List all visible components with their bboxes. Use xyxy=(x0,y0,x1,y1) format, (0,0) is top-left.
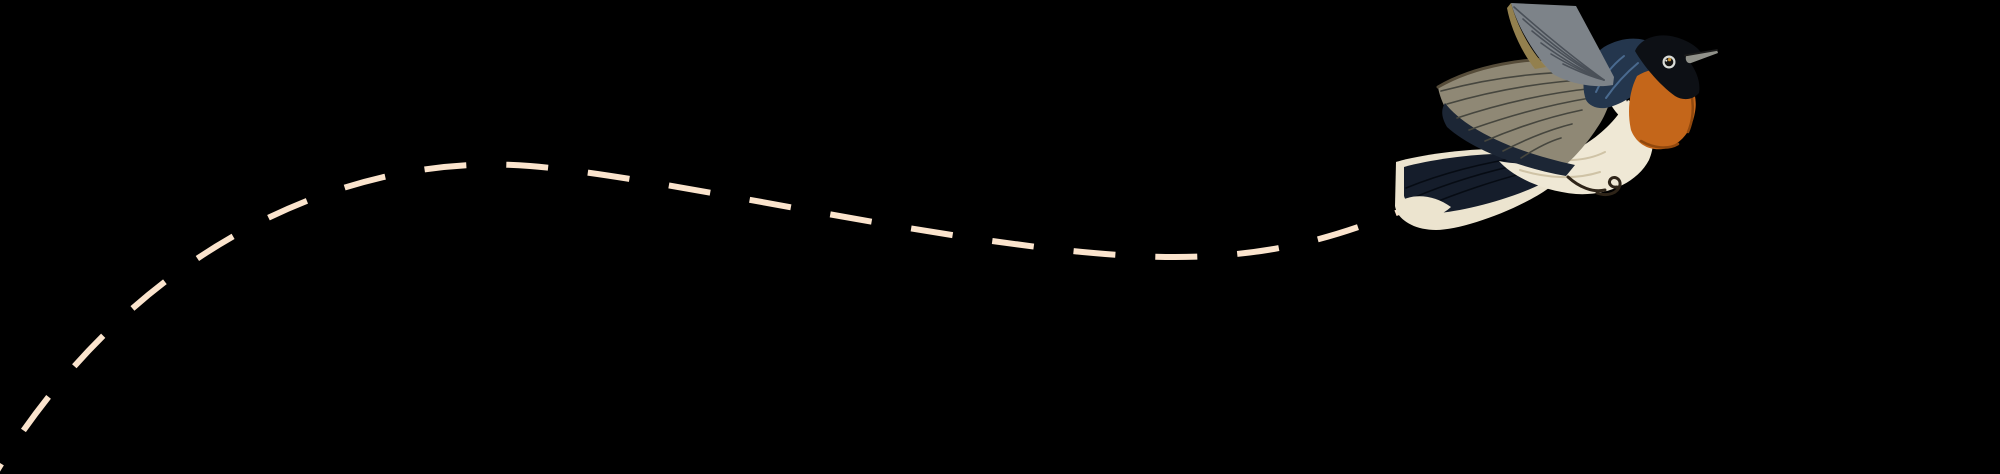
bird-tail-white-tip xyxy=(1397,196,1451,220)
bird-wing-raised-tan-edge xyxy=(1507,3,1546,69)
bird-beak-ridge xyxy=(1684,49,1718,57)
bird-beak xyxy=(1685,50,1718,64)
bird-illustration xyxy=(1395,3,1718,230)
flight-path xyxy=(0,161,1430,472)
bird-wing-near-dark-band xyxy=(1442,103,1575,176)
bird-wing-raised-feather-lines xyxy=(1513,6,1605,81)
bird-belly xyxy=(1499,100,1654,195)
bird-eye-glint xyxy=(1665,59,1668,62)
bird-wing-raised xyxy=(1511,3,1614,87)
bird-feet xyxy=(1566,175,1622,197)
bird-eye-iris xyxy=(1667,57,1672,62)
